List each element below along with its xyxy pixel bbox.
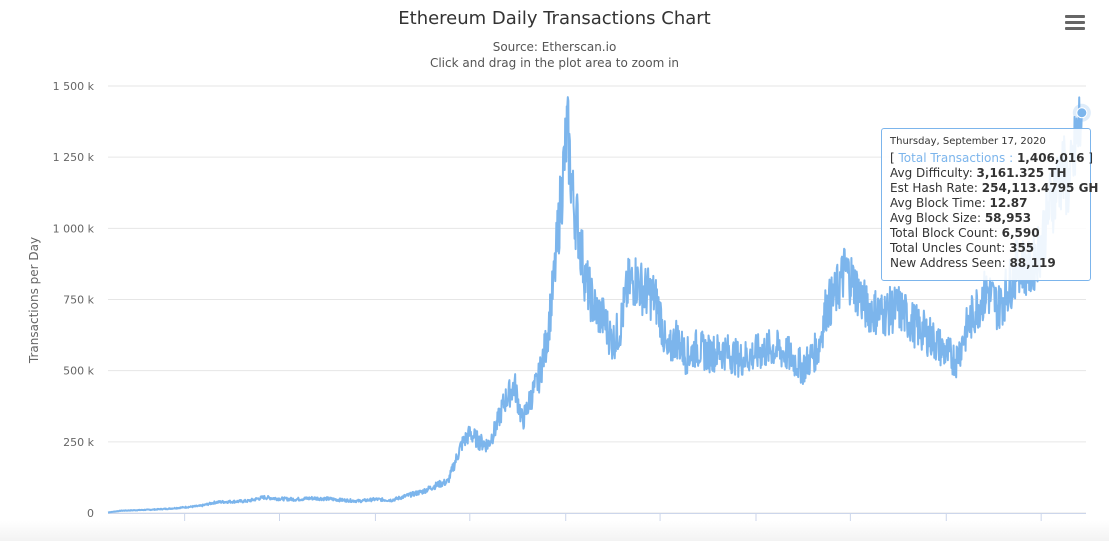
chart-subtitle: Source: Etherscan.io Click and drag in t… xyxy=(0,39,1109,71)
y-axis: 0 250 k 500 k 750 k 1 000 k 1 250 k 1 500 k xyxy=(53,80,95,520)
hamburger-menu-icon[interactable] xyxy=(1063,12,1087,32)
menu-bar xyxy=(1065,27,1085,30)
y-axis-title: Transactions per Day xyxy=(27,237,41,364)
chart-source: Source: Etherscan.io xyxy=(492,40,617,54)
y-tick-label: 250 k xyxy=(63,436,94,449)
series-total-transactions[interactable] xyxy=(107,96,1083,514)
y-tick-label: 1 500 k xyxy=(53,80,95,93)
tooltip-date: Thursday, September 17, 2020 xyxy=(890,136,1046,147)
menu-bar xyxy=(1065,21,1085,24)
tooltip-line: Avg Block Time: 12.87 xyxy=(890,196,1028,210)
hover-marker xyxy=(1072,103,1091,122)
chart-zoom-hint: Click and drag in the plot area to zoom … xyxy=(429,56,680,70)
series-line-total-transactions xyxy=(107,96,1083,514)
data-point-marker xyxy=(1076,107,1088,119)
y-tick-label: 1 000 k xyxy=(53,222,95,235)
tooltip-line: Avg Difficulty: 3,161.325 TH xyxy=(890,166,1067,180)
chart-title: Ethereum Daily Transactions Chart xyxy=(398,8,711,29)
tooltip-series-name: Total Transactions xyxy=(898,151,1006,165)
tooltip-line: Total Uncles Count: 355 xyxy=(890,241,1035,255)
tooltip-line: Est Hash Rate: 254,113.4795 GH xyxy=(890,181,1099,195)
bottom-edge xyxy=(0,521,1109,541)
data-tooltip: Thursday, September 17, 2020 [ Total Tra… xyxy=(881,128,1099,281)
tooltip-line: Avg Block Size: 58,953 xyxy=(890,211,1032,225)
menu-bar xyxy=(1065,15,1085,18)
tooltip-series-line: [ Total Transactions : 1,406,016 ] xyxy=(890,151,1094,165)
tooltip-series-value: 1,406,016 xyxy=(1016,151,1085,165)
tooltip-line: Total Block Count: 6,590 xyxy=(890,226,1040,240)
y-tick-label: 500 k xyxy=(63,365,94,378)
y-tick-label: 750 k xyxy=(63,294,94,307)
y-tick-label: 0 xyxy=(87,507,94,520)
y-tick-label: 1 250 k xyxy=(53,151,95,164)
tooltip-line: New Address Seen: 88,119 xyxy=(890,256,1056,270)
